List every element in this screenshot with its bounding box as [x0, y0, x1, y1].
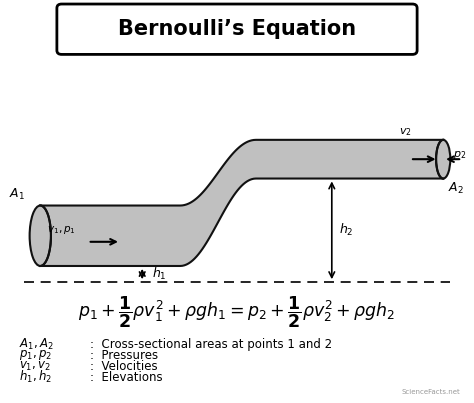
Text: $p_2$: $p_2$ — [453, 149, 466, 161]
Text: $A_1$: $A_1$ — [9, 187, 26, 202]
Text: $h_2$: $h_2$ — [339, 222, 354, 238]
Text: $v_1, v_2$: $v_1, v_2$ — [19, 360, 51, 373]
Text: $A_1, A_2$: $A_1, A_2$ — [19, 337, 54, 352]
Text: $v_1, p_1$: $v_1, p_1$ — [47, 224, 76, 236]
FancyBboxPatch shape — [57, 4, 417, 54]
Text: $p_1 + \dfrac{\mathbf{1}}{\mathbf{2}}\rho v_1^2 + \rho g h_1 = p_2 + \dfrac{\mat: $p_1 + \dfrac{\mathbf{1}}{\mathbf{2}}\rh… — [78, 295, 396, 330]
Text: :  Cross-sectional areas at points 1 and 2: : Cross-sectional areas at points 1 and … — [90, 338, 332, 351]
Text: $v_2$: $v_2$ — [399, 126, 411, 138]
Text: $A_2$: $A_2$ — [448, 181, 464, 195]
Text: $p_1, p_2$: $p_1, p_2$ — [19, 349, 52, 362]
Text: ScienceFacts.net: ScienceFacts.net — [401, 389, 460, 395]
Text: $h_1, h_2$: $h_1, h_2$ — [19, 369, 52, 385]
Text: :  Velocities: : Velocities — [90, 360, 158, 373]
Polygon shape — [40, 140, 443, 266]
Text: Bernoulli’s Equation: Bernoulli’s Equation — [118, 19, 356, 39]
Text: :  Pressures: : Pressures — [90, 349, 158, 362]
Text: $h_1$: $h_1$ — [152, 266, 166, 282]
Ellipse shape — [30, 206, 51, 266]
Text: :  Elevations: : Elevations — [90, 371, 163, 384]
Ellipse shape — [436, 140, 450, 179]
